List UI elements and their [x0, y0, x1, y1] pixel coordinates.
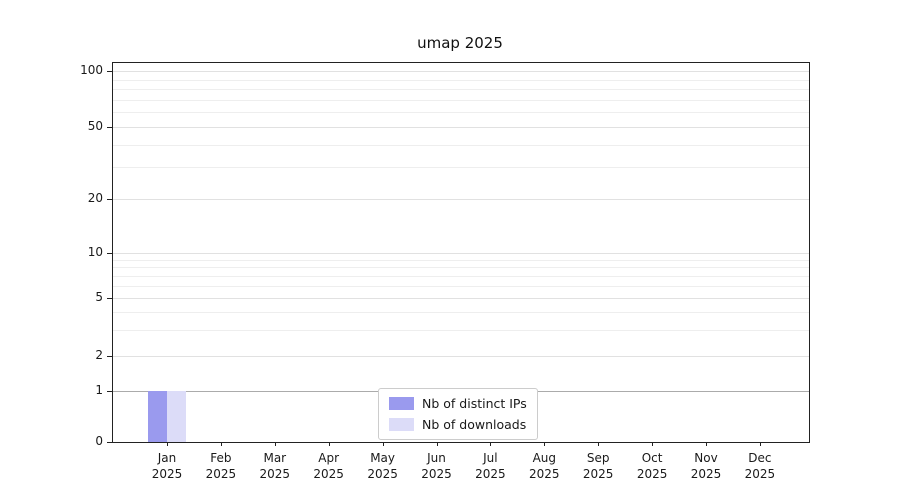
- gridline-major: [113, 298, 809, 299]
- chart-title: umap 2025: [417, 34, 503, 52]
- x-axis-tick-label: Jan 2025: [151, 451, 183, 482]
- y-axis-tick-label: 5: [95, 290, 103, 304]
- gridline-minor: [113, 99, 809, 101]
- gridline-major: [113, 71, 809, 72]
- x-axis-tick: [167, 442, 168, 446]
- y-axis-tick-label: 0: [95, 434, 103, 448]
- legend-item-distinct-ips: Nb of distinct IPs: [389, 396, 527, 411]
- gridline-minor: [113, 167, 809, 169]
- y-axis-tick: [107, 253, 112, 254]
- x-axis-tick-label: Mar 2025: [259, 451, 291, 482]
- bar-nb-of-downloads: [167, 391, 186, 442]
- legend-swatch-downloads: [389, 418, 414, 431]
- x-axis-tick: [382, 442, 384, 446]
- plot-area: 0 1 2 5 10 20 50 100 Jan 2025 Feb 2025 Mar 2025 Apr…: [80, 62, 810, 481]
- x-axis-tick: [544, 442, 546, 446]
- gridline-major: [113, 127, 809, 128]
- x-axis-tick-label: Nov 2025: [690, 451, 722, 482]
- y-axis-tick: [107, 199, 112, 200]
- legend-label-downloads: Nb of downloads: [422, 417, 527, 432]
- x-axis-tick: [652, 442, 654, 446]
- legend-swatch-distinct-ips: [389, 397, 414, 410]
- x-axis-tick: [436, 442, 438, 446]
- x-axis-tick-label: Jul 2025: [475, 451, 506, 482]
- gridline-minor: [113, 267, 809, 269]
- x-axis-tick-label: Sep 2025: [582, 451, 614, 482]
- legend: Nb of distinct IPs Nb of downloads: [378, 388, 538, 440]
- x-axis-tick: [759, 442, 761, 446]
- y-axis-tick-label: 2: [95, 348, 103, 362]
- gridline-major: [113, 199, 809, 200]
- x-axis-tick: [598, 442, 600, 446]
- y-axis-tick: [107, 298, 112, 299]
- x-axis-tick-label: Oct 2025: [636, 451, 668, 482]
- gridline-minor: [113, 276, 809, 278]
- gridline-minor: [113, 89, 809, 91]
- x-axis-tick-label: May 2025: [367, 451, 398, 482]
- y-axis-tick: [107, 71, 112, 72]
- gridline-major: [113, 356, 809, 357]
- gridline-major: [113, 253, 809, 254]
- y-axis-tick: [107, 391, 112, 392]
- legend-item-downloads: Nb of downloads: [389, 417, 527, 432]
- x-axis-tick-label: Aug 2025: [529, 451, 560, 482]
- x-axis-tick-label: Feb 2025: [205, 451, 237, 482]
- gridline-minor: [113, 144, 809, 146]
- gridline-minor: [113, 286, 809, 288]
- y-axis-tick-label: 20: [87, 191, 103, 205]
- x-axis-tick-label: Dec 2025: [744, 451, 776, 482]
- x-axis-tick: [490, 442, 492, 446]
- y-axis-tick: [107, 127, 112, 128]
- x-axis-tick: [274, 442, 276, 446]
- y-axis-tick-label: 50: [87, 119, 103, 133]
- x-axis-tick: [220, 442, 222, 446]
- x-axis-tick: [328, 442, 330, 446]
- gridline-minor: [113, 330, 809, 332]
- y-axis-tick-label: 100: [80, 63, 103, 77]
- y-axis-tick: [107, 356, 112, 357]
- y-axis-tick-label: 10: [87, 245, 103, 259]
- y-axis-tick: [107, 442, 112, 443]
- bar-nb-of-distinct-ips: [148, 391, 167, 442]
- legend-label-distinct-ips: Nb of distinct IPs: [422, 396, 527, 411]
- gridline-minor: [113, 259, 809, 261]
- gridline-minor: [113, 112, 809, 114]
- x-axis-tick: [706, 442, 707, 446]
- gridline-minor: [113, 312, 809, 314]
- x-axis-tick-label: Jun 2025: [421, 451, 452, 482]
- gridline-minor: [113, 79, 809, 81]
- x-axis-tick-label: Apr 2025: [313, 451, 344, 482]
- y-axis-tick-label: 1: [95, 383, 103, 397]
